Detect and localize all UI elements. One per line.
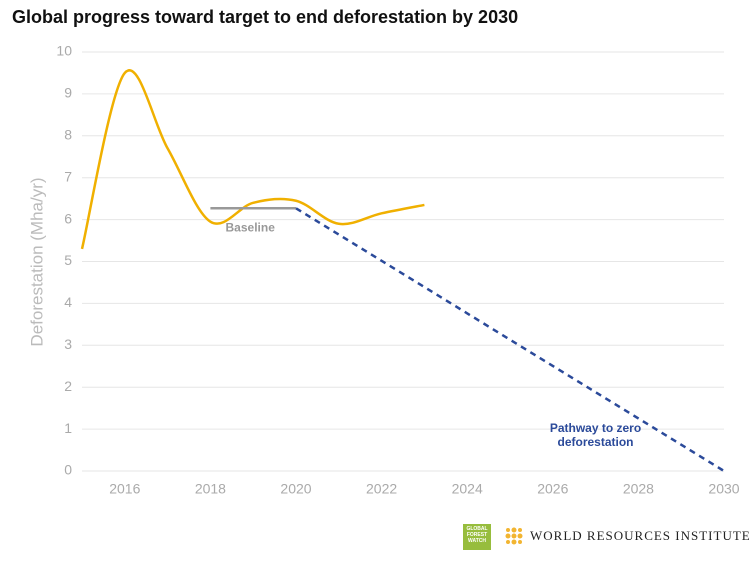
y-tick-label: 2 <box>64 378 72 394</box>
baseline-label: Baseline <box>226 220 276 234</box>
pathway-label: Pathway to zero deforestation <box>549 421 642 449</box>
x-tick-label: 2018 <box>195 481 226 497</box>
y-axis-label: Deforestation (Mha/yr) <box>27 177 46 346</box>
series-line <box>295 207 725 473</box>
series-line <box>80 69 425 250</box>
x-tick-label: 2016 <box>109 481 140 497</box>
x-tick-label: 2024 <box>452 481 483 497</box>
y-tick-label: 5 <box>64 252 72 268</box>
y-tick-label: 7 <box>64 168 72 184</box>
y-tick-label: 1 <box>64 420 72 436</box>
gfw-logo <box>463 524 491 550</box>
y-tick-label: 4 <box>64 294 72 310</box>
chart-title: Global progress toward target to end def… <box>12 7 518 27</box>
wri-logo <box>505 527 523 545</box>
gfw-text: GLOBAL FOREST WATCH <box>466 526 488 544</box>
y-tick-label: 0 <box>64 462 72 478</box>
wri-text: WORLD RESOURCES INSTITUTE <box>530 528 750 543</box>
x-tick-label: 2026 <box>537 481 568 497</box>
x-tick-label: 2030 <box>708 481 739 497</box>
x-tick-label: 2028 <box>623 481 654 497</box>
x-tick-label: 2020 <box>280 481 311 497</box>
y-tick-label: 9 <box>64 85 72 101</box>
y-tick-label: 3 <box>64 336 72 352</box>
y-tick-label: 6 <box>64 210 72 226</box>
y-tick-label: 8 <box>64 127 72 143</box>
y-tick-label: 10 <box>56 43 72 59</box>
x-tick-label: 2022 <box>366 481 397 497</box>
